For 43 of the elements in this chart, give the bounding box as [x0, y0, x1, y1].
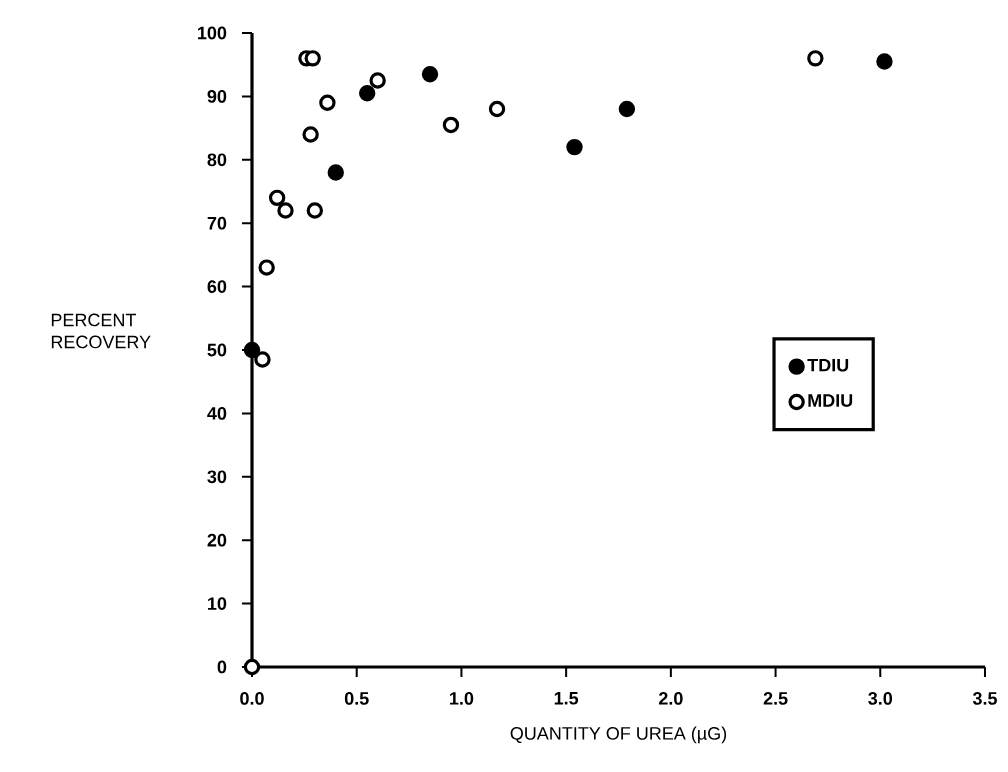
point	[618, 100, 636, 118]
point	[243, 341, 261, 359]
point	[258, 259, 275, 276]
y-tick-label: 90	[207, 90, 227, 103]
x-tick-label: 0.0	[240, 692, 264, 705]
legend-label: TDIU	[807, 358, 849, 372]
y-tick-label: 50	[207, 343, 227, 357]
x-tick-label: 1.0	[450, 692, 474, 705]
point	[327, 164, 344, 181]
y-tick-label: 0	[217, 660, 227, 674]
y-tick-label: 20	[207, 533, 227, 547]
point	[254, 351, 271, 368]
x-tick-label: 0.5	[344, 692, 369, 705]
x-tick-label: 1.5	[554, 692, 579, 705]
point	[304, 50, 321, 67]
x-tick-label: 3.0	[868, 692, 893, 705]
point	[306, 202, 324, 219]
x-tick-label: 3.5	[972, 692, 997, 705]
x-tick-label: 2.0	[658, 692, 683, 705]
x-tick-label: 2.5	[763, 692, 788, 705]
y-tick-label: 70	[207, 216, 227, 230]
y-tick-label: 100	[198, 26, 227, 40]
point	[243, 658, 261, 676]
y-tick-label: 60	[207, 280, 227, 293]
point	[488, 100, 506, 118]
point	[807, 50, 824, 67]
x-axis-title: QUANTITY OF UREA (µG)	[510, 726, 727, 744]
point	[566, 138, 583, 156]
point	[277, 202, 294, 219]
y-tick-label: 40	[207, 407, 227, 420]
point	[876, 53, 893, 70]
y-tick-label: 10	[208, 597, 227, 610]
point	[421, 66, 439, 83]
y-tick-label: 30	[207, 470, 227, 484]
point	[358, 85, 376, 102]
point	[442, 116, 460, 134]
point	[268, 189, 286, 207]
y-axis-title: PERCENT RECOVERY	[51, 313, 151, 349]
point	[302, 126, 319, 143]
point	[369, 72, 386, 89]
legend-label: MDIU	[808, 394, 853, 407]
point	[319, 94, 336, 111]
y-tick-label: 80	[207, 153, 227, 167]
